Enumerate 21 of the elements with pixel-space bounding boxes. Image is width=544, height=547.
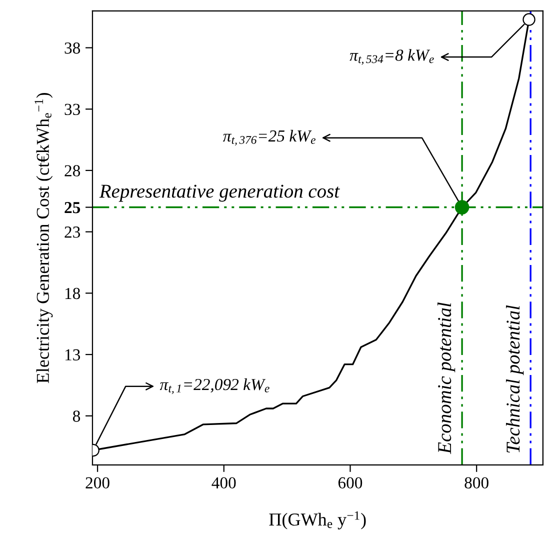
y-tick-label: 33: [64, 104, 80, 116]
y-tick-label: 25: [64, 202, 80, 214]
annotation: π$_{t,1}$=22,092 kW$_{e}$: [160, 378, 270, 394]
y-tick-label: 28: [64, 165, 80, 176]
y-tick-label: 8: [72, 410, 80, 422]
x-tick-label: 600: [338, 477, 362, 488]
x-tick-label: 400: [212, 477, 236, 488]
y-tick-label: 13: [65, 349, 80, 360]
x-tick-label: 200: [86, 477, 110, 488]
x-tick-label: 800: [464, 477, 488, 488]
annotation: π$_{t,376}$=25 kW$_{e}$: [222, 130, 316, 146]
y-tick-label: 23: [64, 226, 80, 238]
ref-line-label: Technical potential: [506, 305, 524, 453]
y-axis-title: Electricity Generation Cost (ct€kWh$_{e}$$^{−1}$): [34, 93, 53, 384]
point: [454, 200, 470, 214]
x-axis-title: Π(GWh$_{e}$ y$^{−1}$): [269, 511, 366, 530]
annotation: π$_{t,534}$=8 kW$_{e}$: [350, 49, 434, 65]
ref-line-label: Representative generation cost: [99, 184, 340, 202]
y-tick-label: 38: [64, 42, 80, 54]
y-tick-label: 18: [65, 288, 80, 300]
ref-line-label: Economic potential: [437, 302, 456, 454]
